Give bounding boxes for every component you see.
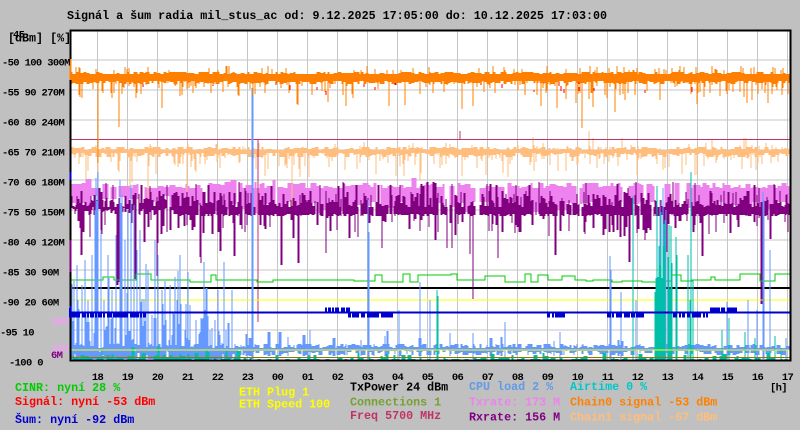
svg-text:11: 11	[602, 372, 614, 384]
svg-text:Freq 5700 MHz: Freq 5700 MHz	[350, 409, 441, 423]
svg-text:17: 17	[782, 372, 794, 384]
svg-text:-70 60 180M: -70 60 180M	[2, 177, 65, 189]
svg-text:Chain1 signal -67 dBm: Chain1 signal -67 dBm	[570, 411, 717, 425]
svg-text:00: 00	[272, 372, 284, 384]
svg-text:-65 70 210M: -65 70 210M	[2, 147, 65, 159]
svg-text:-55 90 270M: -55 90 270M	[2, 87, 65, 99]
svg-text:-60 80 240M: -60 80 240M	[2, 117, 65, 129]
svg-text:39M: 39M	[51, 316, 68, 328]
svg-text:20: 20	[152, 372, 164, 384]
svg-text:12: 12	[632, 372, 644, 384]
svg-text:Connections 1: Connections 1	[350, 396, 441, 410]
svg-text:Rxrate: 156 M: Rxrate: 156 M	[469, 411, 560, 425]
svg-text:Airtime 0 %: Airtime 0 %	[570, 380, 648, 394]
svg-text:45: 45	[13, 29, 25, 41]
svg-text:05: 05	[422, 372, 434, 384]
svg-text:-80 40 120M: -80 40 120M	[2, 237, 65, 249]
svg-text:18: 18	[92, 372, 104, 384]
svg-text:ETH Speed 100: ETH Speed 100	[239, 398, 330, 412]
svg-text:6M: 6M	[51, 350, 63, 362]
svg-text:13M: 13M	[51, 343, 68, 355]
svg-text:-95 10: -95 10	[0, 327, 34, 339]
svg-text:06: 06	[452, 372, 464, 384]
svg-text:Txrate: 173 M: Txrate: 173 M	[469, 396, 560, 410]
svg-text:-90 20 60M: -90 20 60M	[2, 297, 59, 309]
svg-text:08: 08	[512, 372, 524, 384]
svg-text:09: 09	[542, 372, 554, 384]
svg-text:04: 04	[392, 372, 404, 384]
svg-text:22: 22	[212, 372, 224, 384]
svg-text:21: 21	[182, 372, 194, 384]
svg-text:Chain0 signal -53 dBm: Chain0 signal -53 dBm	[570, 396, 717, 410]
svg-text:Signál a šum radia mil_stus_ac: Signál a šum radia mil_stus_ac od: 9.12.…	[67, 9, 607, 23]
svg-text:07: 07	[482, 372, 494, 384]
svg-text:02: 02	[332, 372, 344, 384]
svg-text:16: 16	[752, 372, 764, 384]
svg-text:[dBm] [%]: [dBm] [%]	[8, 32, 71, 46]
svg-text:CINR: nyní 28 %: CINR: nyní 28 %	[15, 381, 121, 395]
svg-text:13: 13	[662, 372, 674, 384]
svg-text:TxPower 24 dBm: TxPower 24 dBm	[350, 381, 448, 395]
svg-text:-50 100 300M: -50 100 300M	[2, 57, 70, 69]
svg-text:Signál: nyní -53 dBm: Signál: nyní -53 dBm	[15, 395, 155, 409]
svg-text:[h]: [h]	[770, 382, 787, 394]
svg-text:-75 50 150M: -75 50 150M	[2, 207, 65, 219]
svg-text:03: 03	[362, 372, 374, 384]
svg-text:-100 0: -100 0	[9, 357, 43, 369]
svg-text:15: 15	[722, 372, 734, 384]
svg-text:01: 01	[302, 372, 314, 384]
svg-text:ETH Plug 1: ETH Plug 1	[239, 386, 309, 400]
svg-text:Šum: nyní -92 dBm: Šum: nyní -92 dBm	[15, 413, 134, 427]
svg-text:CPU load 2 %: CPU load 2 %	[469, 380, 554, 394]
svg-text:19: 19	[122, 372, 134, 384]
svg-text:10: 10	[572, 372, 584, 384]
svg-text:23: 23	[242, 372, 254, 384]
svg-text:-85 30 90M: -85 30 90M	[2, 267, 59, 279]
svg-text:14: 14	[692, 372, 704, 384]
